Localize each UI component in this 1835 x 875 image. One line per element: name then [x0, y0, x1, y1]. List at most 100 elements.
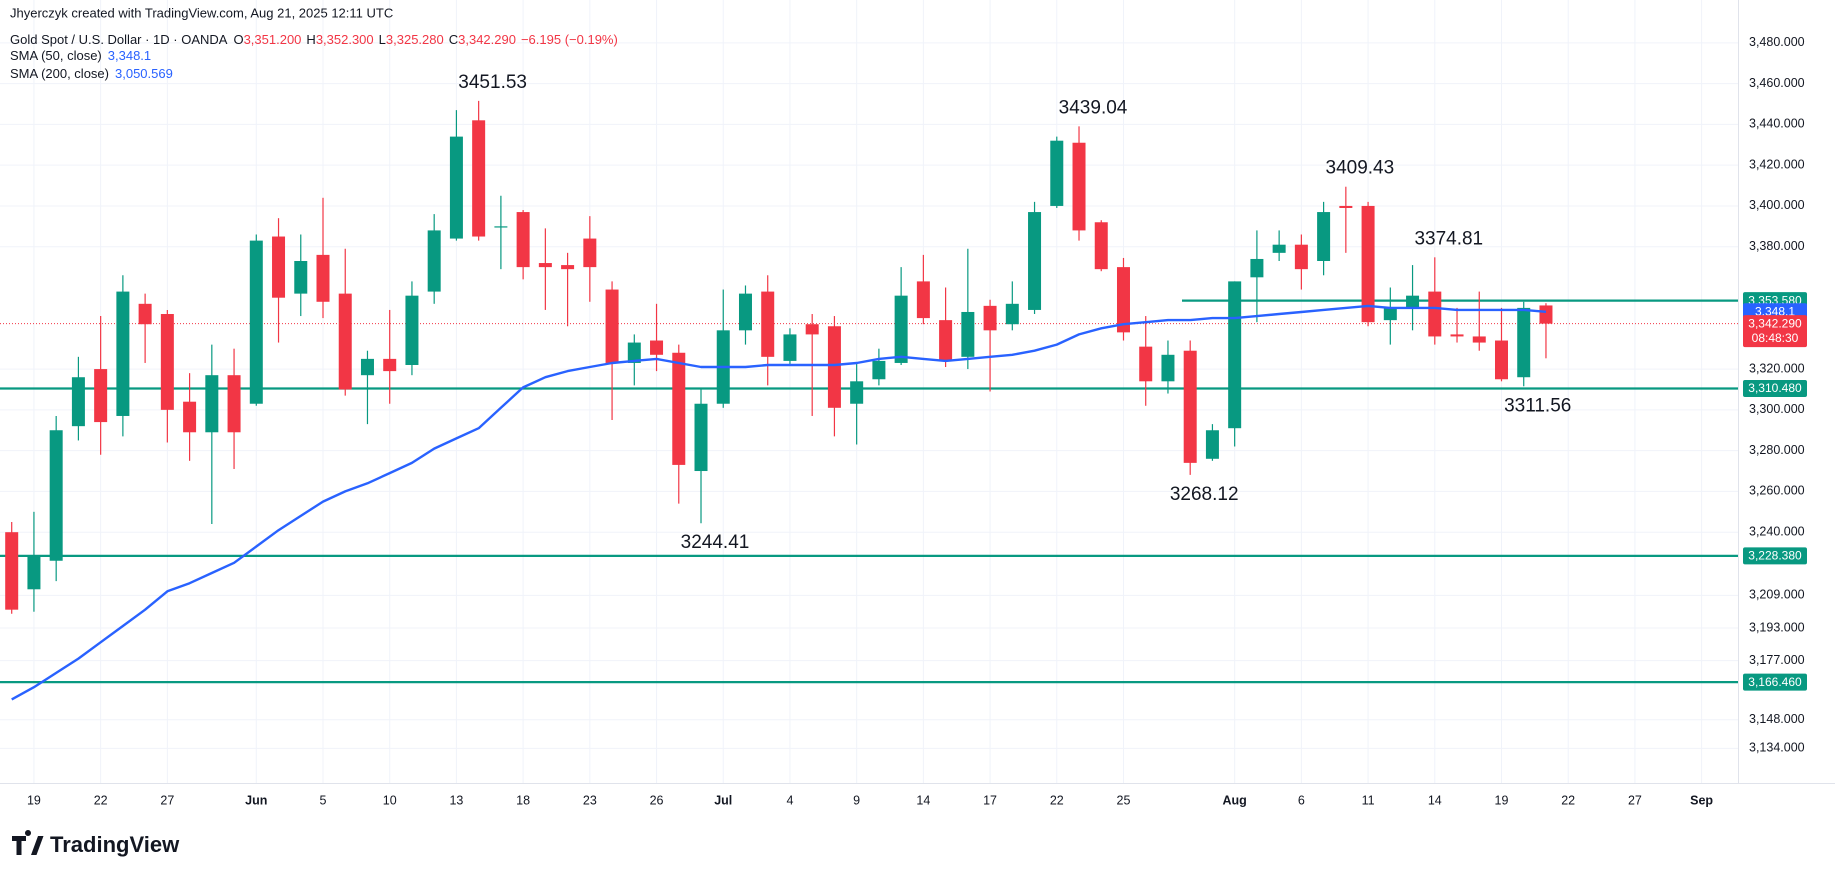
candle-body: [494, 226, 508, 228]
y-tick-label: 3,400.000: [1749, 198, 1805, 212]
candle-body: [116, 291, 130, 416]
indicator-legend: SMA (200, close) 3,050.569: [10, 66, 173, 81]
y-tick-label: 3,134.000: [1749, 741, 1805, 755]
candle-body: [227, 375, 241, 433]
candle-body: [605, 289, 619, 363]
candle-body: [1339, 205, 1353, 208]
x-tick-label: 9: [853, 793, 860, 807]
candle-body: [1205, 430, 1219, 459]
y-tick-label: 3,480.000: [1749, 35, 1805, 49]
candle-body: [183, 401, 197, 433]
y-tick-label: 3,193.000: [1749, 620, 1805, 634]
level-tag-label: 3,310.480: [1748, 381, 1802, 395]
y-tick-label: 3,260.000: [1749, 484, 1805, 498]
candle-body: [1116, 267, 1130, 333]
annotation: 3268.12: [1170, 484, 1239, 505]
price-tag-label: 3,348.1: [1755, 304, 1795, 318]
y-tick-label: 3,440.000: [1749, 117, 1805, 131]
price-tag-label: 3,342.290: [1748, 316, 1802, 330]
candle-body: [360, 358, 374, 376]
candle-body: [961, 311, 975, 357]
candle-body: [27, 556, 41, 590]
candle-body: [805, 324, 819, 335]
candle-body: [49, 430, 63, 561]
credit: Jhyerczyk created with TradingView.com, …: [10, 5, 393, 20]
indicator-value: 3,050.569: [115, 66, 173, 81]
candle-body: [1228, 281, 1242, 429]
ohlc-value: 3,325.280: [386, 32, 444, 47]
x-tick-label: 26: [650, 793, 664, 807]
candle-body: [272, 236, 286, 298]
candle-body: [1428, 291, 1442, 337]
candle-body: [294, 261, 308, 294]
level-tag-label: 3,166.460: [1748, 675, 1802, 689]
candle-body: [1272, 244, 1286, 253]
level-tag: [1743, 673, 1807, 691]
annotation: 3451.53: [458, 72, 527, 93]
candle-body: [783, 334, 797, 361]
candle-body: [983, 305, 997, 331]
candle-body: [1250, 258, 1264, 278]
change: −6.195 (−0.19%): [521, 32, 618, 47]
x-tick-label: 19: [1495, 793, 1509, 807]
candle-body: [1072, 142, 1086, 231]
candle-body: [383, 358, 397, 372]
candle-body: [5, 532, 19, 610]
x-tick-label: 22: [1050, 793, 1064, 807]
x-tick-label: 25: [1117, 793, 1131, 807]
candle-body: [1406, 295, 1420, 308]
plot-area: [0, 100, 1738, 701]
y-tick-label: 3,460.000: [1749, 76, 1805, 90]
candle-body: [249, 240, 263, 404]
x-tick-label: 18: [516, 793, 530, 807]
y-tick-label: 3,148.000: [1749, 712, 1805, 726]
candle-body: [1005, 303, 1019, 325]
candle-body: [1361, 205, 1375, 323]
y-tick-label: 3,300.000: [1749, 402, 1805, 416]
candle-body: [338, 293, 352, 390]
y-tick-label: 3,420.000: [1749, 157, 1805, 171]
sma-line: [11, 304, 1547, 701]
x-tick-label: Sep: [1690, 793, 1713, 807]
candle-body: [1183, 350, 1197, 463]
annotation: 3311.56: [1504, 395, 1571, 416]
symbol: Gold Spot / U.S. Dollar · 1D · OANDA: [10, 32, 228, 47]
price-tag: [1743, 315, 1807, 348]
candle-body: [561, 265, 575, 270]
candle-body: [827, 326, 841, 408]
candle-body: [694, 403, 708, 472]
ohlc-key: L: [379, 32, 386, 47]
candle-body: [1450, 334, 1464, 337]
y-tick-label: 3,320.000: [1749, 361, 1805, 375]
ohlc-value: 3,352.300: [316, 32, 374, 47]
candle-body: [71, 377, 85, 427]
y-tick-label: 3,177.000: [1749, 653, 1805, 667]
axes: 3,480.000 3,460.000 3,440.000 3,420.000 3,40…: [27, 35, 1807, 807]
ohlc-key: O: [233, 32, 243, 47]
grid: [0, 0, 1738, 783]
x-tick-label: 17: [983, 793, 997, 807]
candle-body: [939, 320, 953, 361]
candle-body: [894, 295, 908, 363]
indicator-name: SMA (50, close): [10, 48, 102, 63]
candle-body: [427, 230, 441, 292]
candle-body: [650, 340, 664, 355]
ohlc-value: 3,342.290: [458, 32, 516, 47]
x-tick-label: 10: [383, 793, 397, 807]
x-tick-label: Jun: [245, 793, 267, 807]
candle-body: [916, 281, 930, 319]
x-tick-label: 23: [583, 793, 597, 807]
candle-body: [1472, 336, 1486, 343]
candle-body: [160, 314, 174, 410]
level-tag-label: 3,228.380: [1748, 549, 1802, 563]
candle-body: [94, 369, 108, 423]
candle-body: [583, 238, 597, 268]
candle-body: [516, 212, 530, 268]
symbol-legend: Gold Spot / U.S. Dollar · 1D · OANDA O 3,3…: [10, 32, 618, 47]
candle-body: [672, 352, 686, 465]
x-tick-label: 27: [160, 793, 174, 807]
x-tick-label: 19: [27, 793, 41, 807]
candle-body: [1294, 244, 1308, 270]
